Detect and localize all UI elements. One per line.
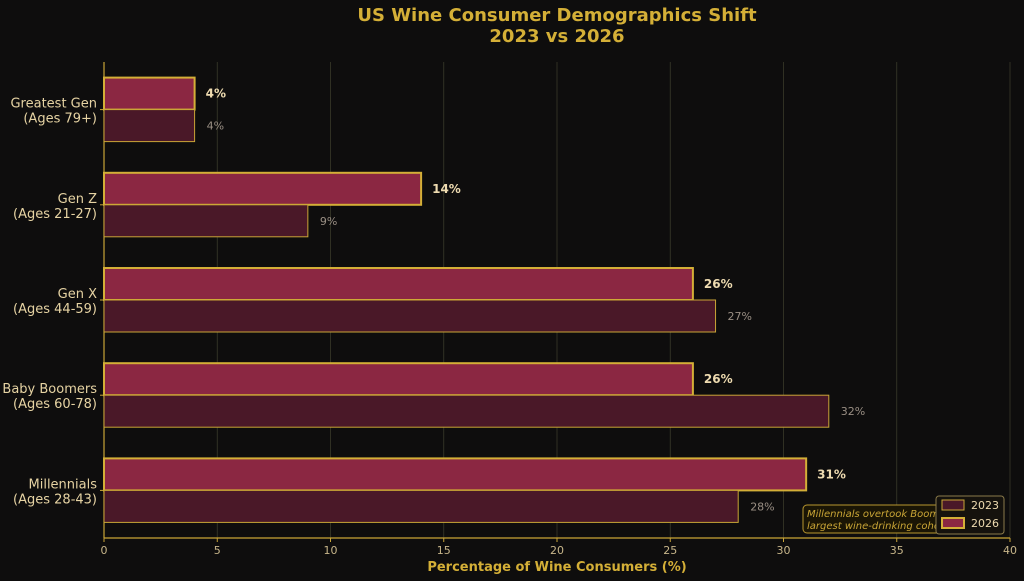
value-label-2026: 26% bbox=[704, 277, 733, 291]
annotation-line-2: largest wine-drinking cohort bbox=[807, 521, 949, 532]
value-label-2023: 28% bbox=[750, 500, 774, 513]
bar-2023 bbox=[103, 489, 739, 523]
category-label-ages: (Ages 21-27) bbox=[13, 207, 97, 222]
x-tick-label: 0 bbox=[101, 544, 108, 557]
x-tick-label: 10 bbox=[324, 544, 338, 557]
bar-2026 bbox=[103, 171, 423, 206]
bar-2026 bbox=[103, 457, 808, 492]
bars-layer bbox=[103, 76, 830, 523]
x-tick-label: 20 bbox=[550, 544, 564, 557]
value-label-2023: 27% bbox=[728, 310, 752, 323]
value-label-2023: 9% bbox=[320, 215, 337, 228]
bar-2023 bbox=[103, 394, 830, 428]
bar-2026 bbox=[103, 362, 694, 397]
category-label-ages: (Ages 60-78) bbox=[13, 397, 97, 412]
x-tick-label: 30 bbox=[777, 544, 791, 557]
category-label-name: Gen Z bbox=[58, 192, 97, 207]
legend: 2023 2026 bbox=[935, 495, 1005, 535]
legend-swatch-2023 bbox=[941, 499, 965, 511]
category-label-name: Greatest Gen bbox=[10, 97, 97, 112]
x-tick-label: 40 bbox=[1003, 544, 1017, 557]
value-label-2026: 4% bbox=[206, 87, 226, 101]
value-label-2026: 14% bbox=[432, 182, 461, 196]
value-label-2026: 31% bbox=[817, 467, 846, 481]
chart-subtitle: 2023 vs 2026 bbox=[489, 26, 624, 47]
chart-title: US Wine Consumer Demographics Shift bbox=[357, 5, 757, 26]
x-tick-label: 5 bbox=[214, 544, 221, 557]
value-label-2023: 32% bbox=[841, 405, 865, 418]
category-label-ages: (Ages 28-43) bbox=[13, 492, 97, 507]
category-label-name: Baby Boomers bbox=[2, 382, 97, 397]
x-tick-label: 25 bbox=[663, 544, 677, 557]
bar-2023 bbox=[103, 299, 717, 333]
bar-2026 bbox=[103, 76, 196, 111]
bar-2023 bbox=[103, 109, 196, 143]
category-label-ages: (Ages 79+) bbox=[23, 112, 97, 127]
category-label-ages: (Ages 44-59) bbox=[13, 302, 97, 317]
labels-layer: 0 5 10 15 20 25 30 35 40 4% 4% Greatest Gen(Ages 79… bbox=[2, 87, 1017, 557]
x-tick-label: 35 bbox=[890, 544, 904, 557]
bar-2026 bbox=[103, 267, 694, 301]
legend-label-2026: 2026 bbox=[971, 517, 999, 530]
x-axis-label: Percentage of Wine Consumers (%) bbox=[427, 560, 686, 575]
x-tick-label: 15 bbox=[437, 544, 451, 557]
category-label-name: Millennials bbox=[29, 477, 98, 492]
category-label-name: Gen X bbox=[58, 287, 97, 302]
legend-label-2023: 2023 bbox=[971, 499, 999, 512]
annotation-line-1: Millennials overtook Boomers as the bbox=[807, 509, 989, 520]
legend-swatch-2026 bbox=[941, 517, 965, 529]
value-label-2026: 26% bbox=[704, 372, 733, 386]
value-label-2023: 4% bbox=[207, 120, 224, 133]
bar-2023 bbox=[103, 204, 309, 238]
